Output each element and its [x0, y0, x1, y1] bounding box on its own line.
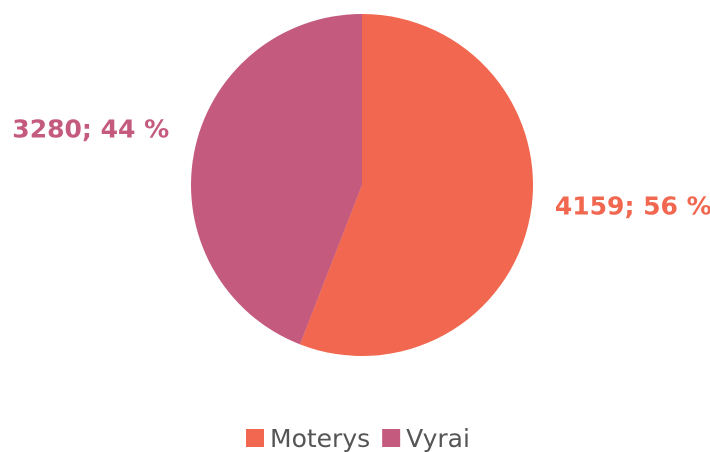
pie-slice	[191, 14, 362, 345]
data-label: 4159; 56 %	[555, 192, 710, 221]
legend-label: Moterys	[270, 424, 370, 452]
pie-slice	[299, 14, 534, 356]
legend-swatch	[382, 429, 401, 447]
legend-label: Vyrai	[406, 424, 470, 452]
legend-swatch	[246, 429, 264, 447]
data-label: 3280; 44 %	[12, 114, 169, 143]
